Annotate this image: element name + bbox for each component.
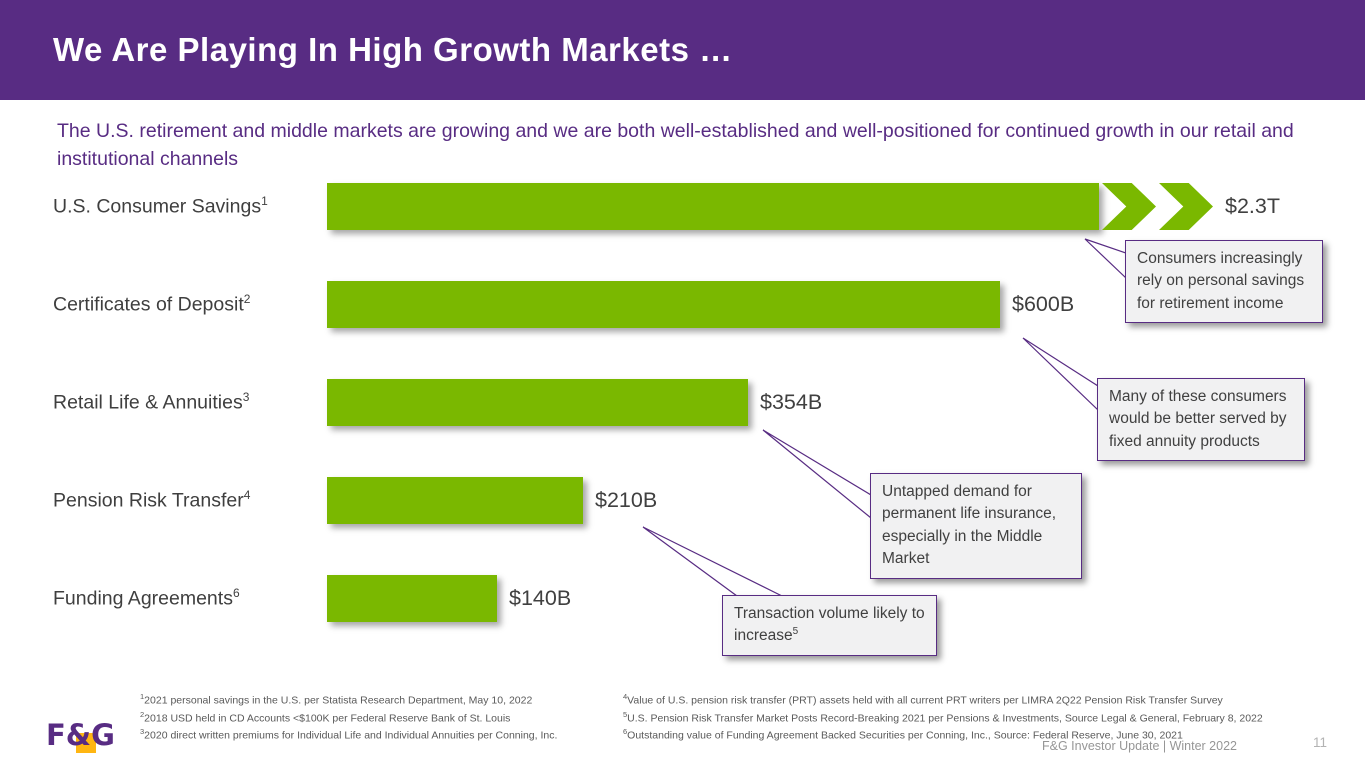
callout-leader bbox=[1084, 238, 1127, 280]
category-superscript: 6 bbox=[232, 586, 240, 601]
category-superscript: 1 bbox=[261, 194, 268, 209]
footnote-line: 12021 personal savings in the U.S. per S… bbox=[140, 690, 610, 708]
footnote-sup: 6 bbox=[623, 727, 628, 736]
callout-superscript: 5 bbox=[792, 626, 799, 638]
value-label: $140B bbox=[509, 586, 572, 610]
category-label: Pension Risk Transfer4 bbox=[53, 488, 327, 513]
bar-us-consumer-savings bbox=[327, 183, 1099, 230]
growth-arrow-icon bbox=[1159, 183, 1213, 230]
footnote-text: Outstanding value of Funding Agreement B… bbox=[627, 729, 1183, 742]
category-text: Funding Agreements bbox=[53, 587, 233, 610]
slide-subtitle: The U.S. retirement and middle markets a… bbox=[57, 120, 1294, 170]
footnote-text: U.S. Pension Risk Transfer Market Posts … bbox=[627, 712, 1263, 724]
category-text: Retail Life & Annuities bbox=[53, 391, 243, 414]
footnote-sup: 1 bbox=[140, 692, 145, 701]
callout-text: Many of these consumers would be better … bbox=[1109, 388, 1287, 450]
chart-row: Pension Risk Transfer4 $210B bbox=[0, 477, 1365, 524]
value-label: $210B bbox=[595, 488, 658, 512]
bar-certificates-of-deposit bbox=[327, 281, 1000, 328]
footnote-line: 32020 direct written premiums for Indivi… bbox=[140, 725, 610, 743]
chart-row: U.S. Consumer Savings1 $2.3T bbox=[0, 183, 1365, 230]
value-label: $600B bbox=[1012, 292, 1075, 316]
footnote-text: Value of U.S. pension risk transfer (PRT… bbox=[627, 694, 1223, 707]
chart-row: Funding Agreements6 $140B bbox=[0, 575, 1365, 622]
category-label: Retail Life & Annuities3 bbox=[53, 390, 327, 415]
category-superscript: 4 bbox=[243, 488, 251, 503]
category-label: Funding Agreements6 bbox=[53, 586, 327, 611]
category-label: U.S. Consumer Savings1 bbox=[53, 194, 327, 219]
footnote-line: 5U.S. Pension Risk Transfer Market Posts… bbox=[623, 708, 1333, 726]
callout-text: Consumers increasingly rely on personal … bbox=[1137, 250, 1305, 312]
footnote-sup: 2 bbox=[140, 709, 145, 719]
logo-text: F&G bbox=[46, 718, 115, 752]
chart-row: Certificates of Deposit2 $600B bbox=[0, 281, 1365, 328]
footnotes-left: 12021 personal savings in the U.S. per S… bbox=[140, 690, 610, 743]
footnotes-right: 4Value of U.S. pension risk transfer (PR… bbox=[623, 690, 1333, 743]
footnote-sup: 4 bbox=[623, 692, 628, 701]
callout-text: Untapped demand for permanent life insur… bbox=[882, 483, 1057, 568]
chart-row: Retail Life & Annuities3 $354B bbox=[0, 379, 1365, 426]
footnote-text: 2021 personal savings in the U.S. per St… bbox=[144, 694, 533, 707]
bar-funding-agreements bbox=[327, 575, 497, 622]
footnote-text: 2018 USD held in CD Accounts <$100K per … bbox=[144, 712, 511, 724]
category-text: Pension Risk Transfer bbox=[53, 489, 244, 512]
callout-transaction-volume: Transaction volume likely to increase5 bbox=[722, 595, 937, 657]
category-text: Certificates of Deposit bbox=[53, 293, 244, 316]
page-number: 11 bbox=[1312, 735, 1327, 750]
growth-arrow-icon bbox=[1102, 183, 1156, 230]
category-text: U.S. Consumer Savings bbox=[53, 195, 262, 218]
callout-consumer-savings: Consumers increasingly rely on personal … bbox=[1125, 240, 1323, 324]
footnote-line: 4Value of U.S. pension risk transfer (PR… bbox=[623, 690, 1333, 708]
slide-header: We Are Playing In High Growth Markets … bbox=[0, 0, 1365, 100]
callout-text: Transaction volume likely to increase bbox=[734, 605, 925, 645]
footnote-sup: 3 bbox=[140, 727, 145, 736]
footnote-sup: 5 bbox=[623, 709, 628, 719]
value-label: $2.3T bbox=[1225, 194, 1280, 218]
footnote-line: 22018 USD held in CD Accounts <$100K per… bbox=[140, 708, 610, 726]
bar-pension-risk-transfer bbox=[327, 477, 583, 524]
footnote-text: 2020 direct written premiums for Individ… bbox=[144, 729, 558, 742]
footnote-line: 6Outstanding value of Funding Agreement … bbox=[623, 725, 1333, 743]
footer-caption: F&G Investor Update | Winter 2022 bbox=[1041, 739, 1237, 753]
callout-fixed-annuity: Many of these consumers would be better … bbox=[1097, 378, 1305, 462]
logo-gold-square bbox=[76, 733, 96, 753]
category-label: Certificates of Deposit2 bbox=[53, 292, 327, 317]
value-label: $354B bbox=[760, 390, 823, 414]
fg-logo: F&G bbox=[46, 718, 115, 760]
callout-untapped-demand: Untapped demand for permanent life insur… bbox=[870, 473, 1082, 579]
category-superscript: 3 bbox=[242, 390, 250, 405]
slide-title: We Are Playing In High Growth Markets … bbox=[53, 31, 733, 68]
bar-retail-life-annuities bbox=[327, 379, 748, 426]
category-superscript: 2 bbox=[243, 292, 251, 307]
